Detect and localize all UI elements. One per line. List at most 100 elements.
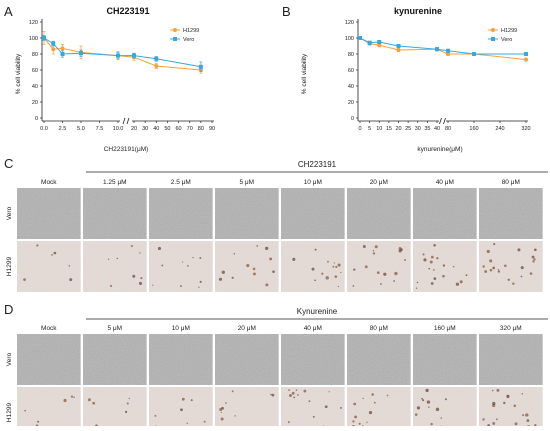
x-tick-label: 0 [358,126,361,132]
y-tick-label: 120 [29,20,38,26]
micrograph-tile [17,241,81,292]
chart-b-xlabel: kynurenine(μM) [417,146,462,153]
panel-d-title: Kynurenine [297,307,338,316]
data-point-vero [79,51,83,55]
axis-break-mark [123,118,125,124]
x-tick-label: 5 [368,126,371,132]
data-point-vero [524,52,528,56]
legend-marker [173,37,177,41]
x-tick-label: 40 [153,126,159,132]
legend-marker [491,37,495,41]
micrograph-tile [83,241,147,292]
micrograph-tile [413,188,477,239]
chart-a: CH223191 % cell viability CH223191(μM) 0… [15,6,215,153]
column-label: Mock [41,179,57,186]
column-label: 80 μM [370,325,388,332]
chart-a-ylabel: % cell viability [15,53,22,94]
data-point-vero [435,47,439,51]
data-point-vero [42,36,46,40]
y-tick-label: 80 [32,52,38,58]
data-point-vero [397,44,401,48]
y-tick-label: 100 [345,36,354,42]
x-tick-label: 7.5 [96,126,104,132]
row-label: H1299 [6,257,13,277]
micrograph-tile [149,241,213,292]
x-tick-label: 60 [176,126,182,132]
column-label: 10 μM [304,179,322,186]
y-tick-label: 20 [348,100,354,106]
column-label: 20 μM [370,179,388,186]
axis-break-mark [127,118,129,124]
y-tick-label: 80 [348,52,354,58]
data-point-vero [472,52,476,56]
x-tick-label: 15 [386,126,392,132]
y-tick-label: 40 [348,84,354,90]
column-label: 40 μM [436,179,454,186]
data-point-h1299 [51,47,55,51]
micrograph-tile [281,188,345,239]
data-point-h1299 [524,58,528,62]
x-tick-label: 40 [434,126,440,132]
y-tick-label: 40 [32,84,38,90]
column-label: 80 μM [502,179,520,186]
data-point-h1299 [154,64,158,68]
micrograph-tile [281,334,345,385]
column-label: 10 μM [172,325,190,332]
x-tick-label: 160 [469,126,478,132]
micrograph-tile [413,334,477,385]
row-label: H1299 [6,403,13,423]
axis-break-mark [444,118,446,124]
column-label: 320 μM [500,325,522,332]
column-label: 160 μM [434,325,456,332]
micrograph-tile [479,241,543,292]
x-tick-label: 30 [142,126,148,132]
micrograph-tile [149,188,213,239]
micrograph-tile [347,334,411,385]
panel-letter-b: B [282,4,291,19]
x-tick-label: 10.0 [113,126,124,132]
micrograph-tile [83,387,147,426]
x-tick-label: 25 [405,126,411,132]
series-line-vero [44,38,201,67]
micrograph-tile [479,387,543,426]
x-tick-label: 0.0 [40,126,48,132]
data-point-vero [368,41,372,45]
y-tick-label: 100 [29,36,38,42]
x-tick-label: 20 [131,126,137,132]
data-point-h1299 [397,48,401,52]
x-tick-label: 70 [187,126,193,132]
data-point-vero [446,49,450,53]
chart-b-ylabel: % cell viability [301,53,308,94]
chart-b-title: kynurenine [394,6,442,16]
data-point-vero [377,40,381,44]
data-point-vero [199,65,203,69]
y-tick-label: 0 [35,116,38,122]
x-tick-label: 80 [445,126,451,132]
x-tick-label: 80 [198,126,204,132]
micrograph-tile [215,188,279,239]
panel-letter-a: A [4,4,13,19]
y-tick-label: 60 [348,68,354,74]
axis-break-mark [440,118,442,124]
micrograph-tile [149,387,213,426]
x-tick-label: 5.0 [77,126,85,132]
x-tick-label: 240 [495,126,504,132]
column-label: 1.25 μM [103,179,127,186]
micrograph-tile [479,334,543,385]
column-label: 5 μM [108,325,123,332]
column-label: 5 μM [240,179,255,186]
legend-label: Vero [501,37,512,43]
x-tick-label: 90 [209,126,215,132]
panel-c-title: CH223191 [298,160,337,169]
y-tick-label: 20 [32,100,38,106]
row-label: Vero [6,206,13,220]
micrograph-tile [347,241,411,292]
row-label: Vero [6,352,13,366]
chart-a-title: CH223191 [106,6,149,16]
data-point-vero [116,54,120,58]
column-label: 20 μM [238,325,256,332]
data-point-vero [51,42,55,46]
micrograph-tile [347,188,411,239]
